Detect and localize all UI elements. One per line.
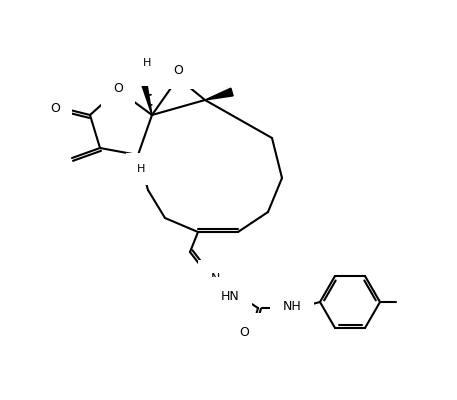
Text: NH: NH (282, 300, 301, 312)
Text: H: H (143, 58, 151, 68)
Text: N: N (210, 272, 220, 286)
Text: H: H (138, 65, 146, 75)
Text: H: H (137, 164, 145, 174)
Polygon shape (205, 88, 233, 100)
Text: O: O (113, 82, 123, 96)
Text: O: O (239, 326, 249, 338)
Text: O: O (50, 102, 60, 114)
Polygon shape (138, 74, 152, 115)
Text: O: O (173, 64, 183, 76)
Text: HN: HN (221, 290, 239, 302)
